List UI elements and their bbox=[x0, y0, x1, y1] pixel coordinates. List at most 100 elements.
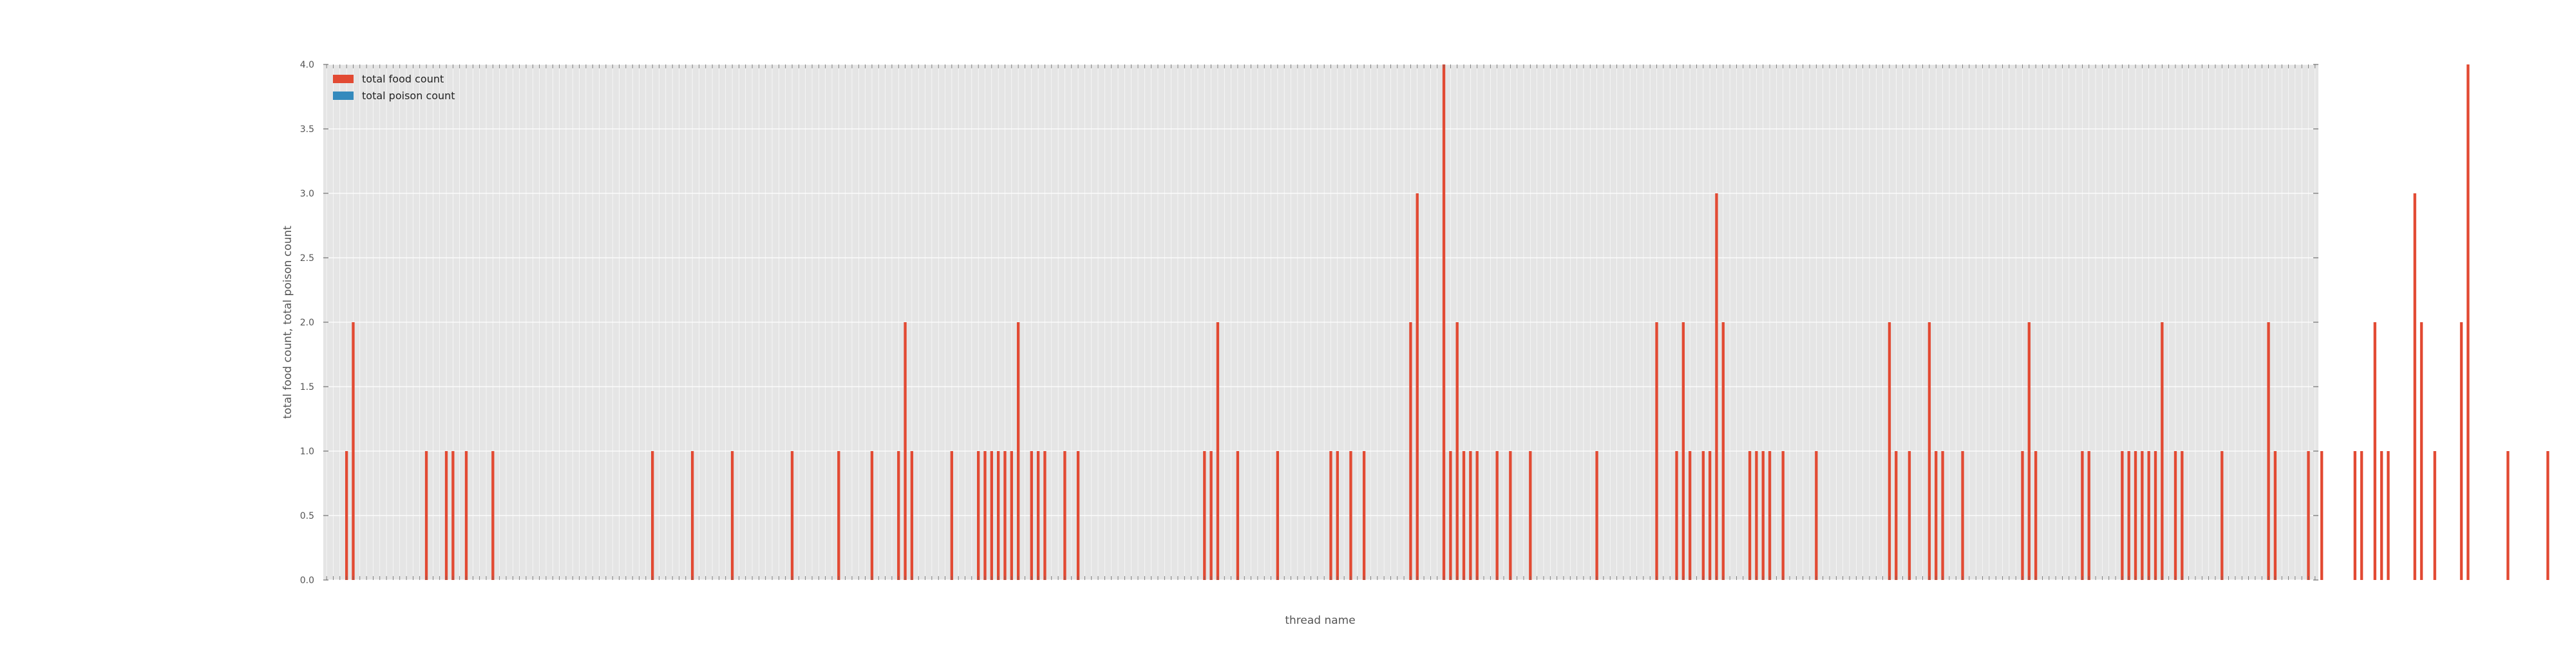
y-tick-label: 0.0 bbox=[300, 575, 314, 586]
bar-food-count bbox=[464, 451, 468, 580]
bar-food-count bbox=[2420, 322, 2423, 580]
legend-label-food: total food count bbox=[362, 73, 444, 85]
bar-food-count bbox=[977, 451, 980, 580]
bar-food-count bbox=[345, 451, 348, 580]
bar-food-count bbox=[1442, 64, 1446, 580]
bar-food-count bbox=[2307, 451, 2310, 580]
bar-food-count bbox=[904, 322, 907, 580]
bar-food-count bbox=[1036, 451, 1040, 580]
bar-food-count bbox=[2021, 451, 2024, 580]
bar-food-count bbox=[1469, 451, 1472, 580]
bar-food-count bbox=[1063, 451, 1066, 580]
bar-food-count bbox=[730, 451, 734, 580]
bar-food-count bbox=[1475, 451, 1479, 580]
bar-food-count bbox=[2141, 451, 2144, 580]
legend-label-poison: total poison count bbox=[362, 90, 455, 102]
bar-food-count bbox=[2273, 451, 2277, 580]
bar-food-count bbox=[2320, 451, 2324, 580]
grid-lines bbox=[323, 64, 2318, 581]
bar-food-count bbox=[1721, 322, 1725, 580]
bar-food-count bbox=[910, 451, 914, 580]
bar-food-count bbox=[444, 451, 448, 580]
bar-food-count bbox=[1462, 451, 1466, 580]
bar-food-count bbox=[2413, 193, 2416, 580]
bar-food-count bbox=[2380, 451, 2383, 580]
x-axis-label: thread name bbox=[1285, 614, 1355, 627]
bar-food-count bbox=[2087, 451, 2090, 580]
bar-food-count bbox=[1681, 322, 1685, 580]
bar-food-count bbox=[2134, 451, 2137, 580]
y-tick-label: 2.0 bbox=[300, 318, 314, 328]
bar-food-count bbox=[1908, 451, 1911, 580]
x-axis-ticks bbox=[326, 64, 2316, 580]
bar-food-count bbox=[1329, 451, 1332, 580]
legend: total food count total poison count bbox=[333, 73, 455, 102]
y-tick-label: 4.0 bbox=[300, 60, 314, 70]
bar-food-count bbox=[2034, 451, 2038, 580]
bar-food-count bbox=[1455, 322, 1459, 580]
bar-food-count bbox=[2546, 451, 2550, 580]
bar-food-count bbox=[1688, 451, 1692, 580]
bar-food-count bbox=[1003, 451, 1007, 580]
bar-food-count bbox=[1715, 193, 1718, 580]
bar-food-count bbox=[1701, 451, 1705, 580]
bar-food-count bbox=[1768, 451, 1772, 580]
bar-food-count bbox=[1336, 451, 1339, 580]
legend-swatch-poison bbox=[333, 92, 354, 100]
bar-food-count bbox=[1509, 451, 1512, 580]
bar-food-count bbox=[1076, 451, 1080, 580]
bar-food-count bbox=[1708, 451, 1712, 580]
bar-food-count bbox=[1349, 451, 1352, 580]
bar-food-count bbox=[2127, 451, 2130, 580]
bar-food-count bbox=[1595, 451, 1598, 580]
bar-food-count bbox=[1216, 322, 1220, 580]
bar-food-count bbox=[1781, 451, 1785, 580]
y-tick-label: 1.5 bbox=[300, 382, 314, 392]
bar-food-count bbox=[2360, 451, 2363, 580]
legend-swatch-food bbox=[333, 75, 354, 83]
bar-food-count bbox=[690, 451, 694, 580]
bar-food-count bbox=[1016, 322, 1020, 580]
bar-food-count bbox=[2221, 451, 2224, 580]
bar-food-count bbox=[1043, 451, 1046, 580]
bar-food-count bbox=[1961, 451, 1964, 580]
bar-food-count bbox=[790, 451, 794, 580]
bar-food-count bbox=[1209, 451, 1213, 580]
bar-food-count bbox=[2027, 322, 2031, 580]
bar-food-count bbox=[2147, 451, 2150, 580]
bar-food-count bbox=[1495, 451, 1499, 580]
bar-food-count bbox=[2154, 451, 2157, 580]
y-tick-label: 3.0 bbox=[300, 189, 314, 199]
bar-food-count bbox=[2121, 451, 2124, 580]
y-axis-label: total food count, total poison count bbox=[281, 226, 294, 419]
y-tick-label: 2.5 bbox=[300, 253, 314, 264]
bar-food-count bbox=[1416, 193, 1419, 580]
bar-food-count bbox=[2387, 451, 2390, 580]
bar-food-count bbox=[1748, 451, 1752, 580]
bar-food-count bbox=[837, 451, 840, 580]
bar-food-count bbox=[1927, 322, 1931, 580]
bar-food-count bbox=[990, 451, 993, 580]
bar-food-count bbox=[1362, 451, 1366, 580]
bar-food-count bbox=[491, 451, 495, 580]
bar-food-count bbox=[2373, 322, 2376, 580]
bar-food-count bbox=[451, 451, 455, 580]
bar-food-count bbox=[1675, 451, 1678, 580]
bar-food-count bbox=[870, 451, 874, 580]
bar-food-count bbox=[2433, 451, 2436, 580]
bar-food-count bbox=[651, 451, 654, 580]
bar-food-count bbox=[2174, 451, 2177, 580]
bar-food-count bbox=[1895, 451, 1898, 580]
bar-food-count bbox=[1941, 451, 1944, 580]
bar-food-count bbox=[2353, 451, 2356, 580]
bar-food-count bbox=[2181, 451, 2184, 580]
bar-food-count bbox=[2081, 451, 2084, 580]
bar-food-count bbox=[1755, 451, 1758, 580]
bar-food-count bbox=[1276, 451, 1280, 580]
bar-food-count bbox=[424, 451, 428, 580]
bar-food-count bbox=[996, 451, 1000, 580]
bar-food-count bbox=[352, 322, 355, 580]
y-tick-label: 3.5 bbox=[300, 124, 314, 135]
